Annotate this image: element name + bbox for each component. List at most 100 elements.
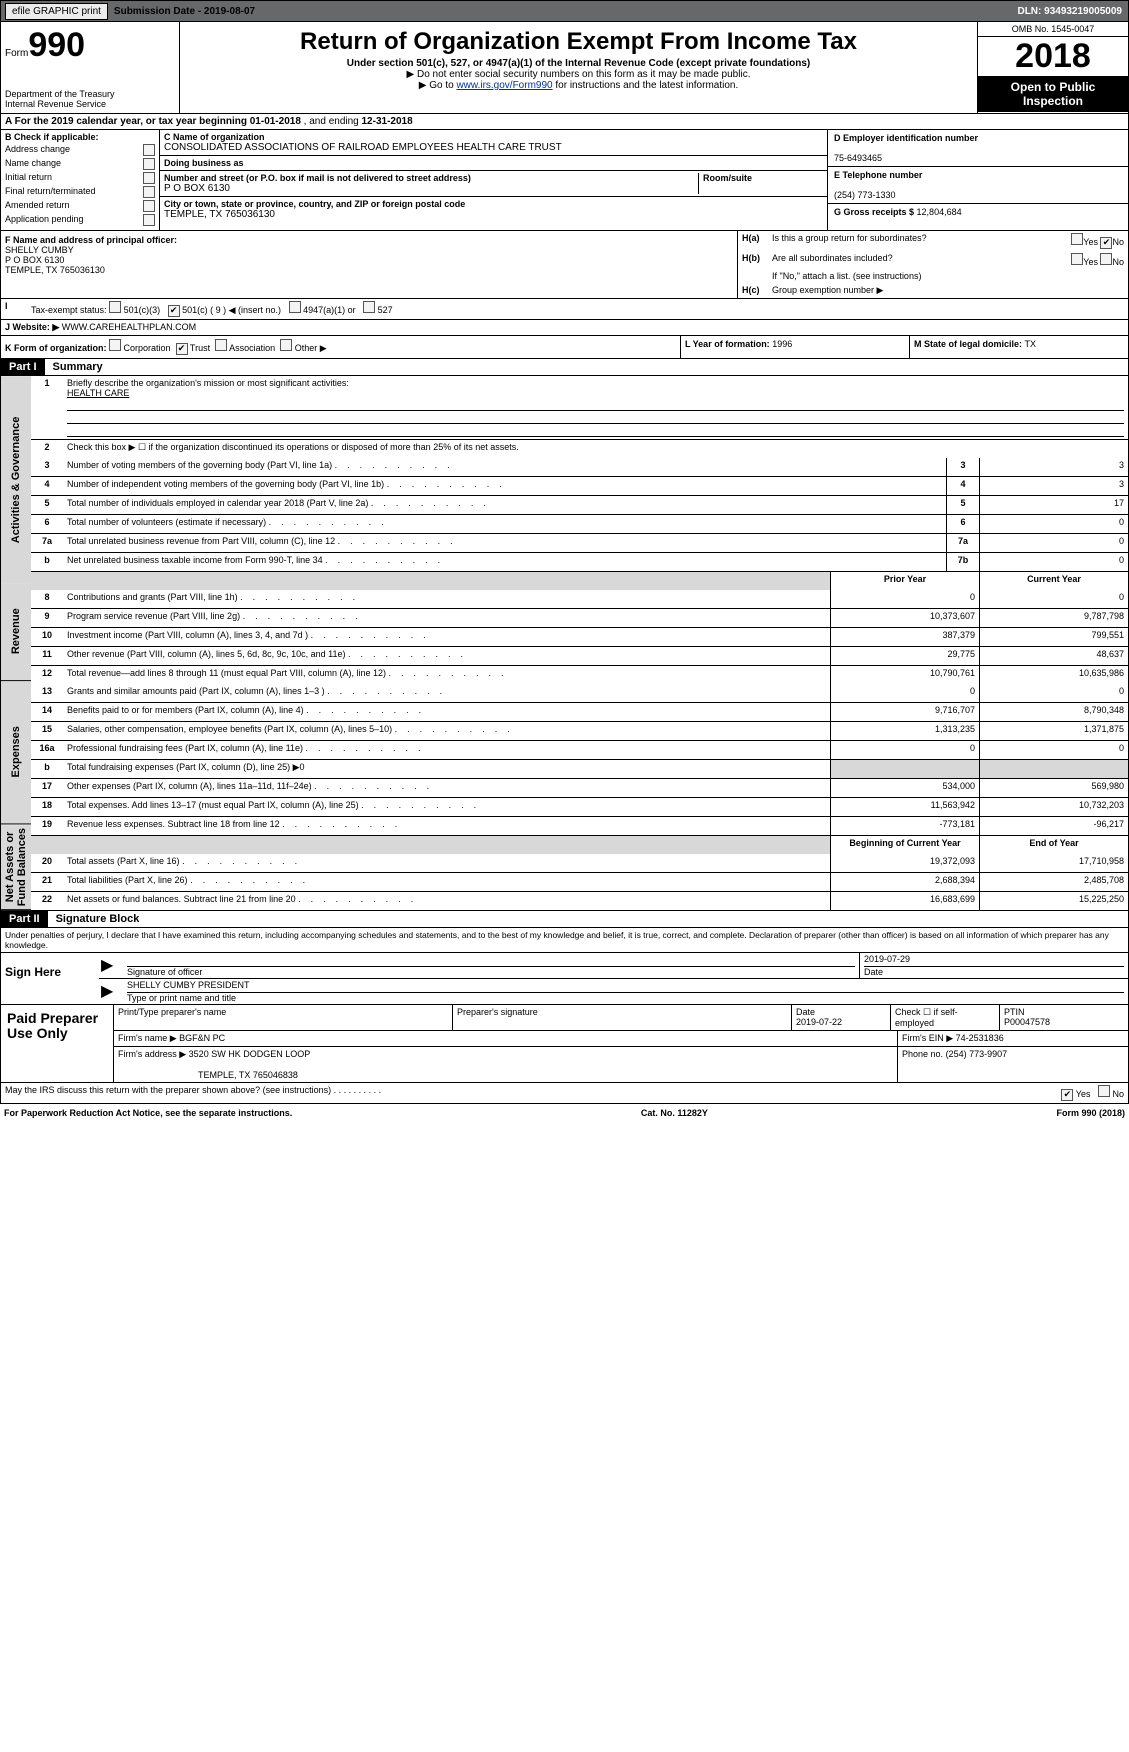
row-current: -96,217 — [979, 817, 1128, 835]
row-desc: Investment income (Part VIII, column (A)… — [63, 628, 830, 646]
l1-line3 — [67, 411, 1124, 424]
table-body: 1 Briefly describe the organization's mi… — [31, 376, 1128, 910]
col-d: D Employer identification number 75-6493… — [827, 130, 1128, 230]
l1-line2 — [67, 398, 1124, 411]
checkbox-ha-no[interactable] — [1100, 237, 1112, 249]
sig-officer-cell: Signature of officer — [123, 953, 859, 978]
b-initial-return: Initial return — [5, 172, 155, 184]
row-val: 3 — [979, 458, 1128, 476]
checkbox-corp[interactable] — [109, 339, 121, 351]
row-prior: 10,790,761 — [830, 666, 979, 684]
row-current: 10,732,203 — [979, 798, 1128, 816]
checkbox-pending[interactable] — [143, 214, 155, 226]
m-val: TX — [1025, 339, 1037, 349]
row-num: 10 — [31, 628, 63, 646]
irs-link[interactable]: www.irs.gov/Form990 — [456, 80, 552, 91]
row-desc: Program service revenue (Part VIII, line… — [63, 609, 830, 627]
sig-date-cell: 2019-07-29 Date — [859, 953, 1128, 978]
k-opt-1: Trust — [190, 343, 210, 353]
checkbox-discuss-no[interactable] — [1098, 1085, 1110, 1097]
perjury-statement: Under penalties of perjury, I declare th… — [1, 928, 1128, 952]
sig-officer-line[interactable] — [127, 954, 855, 967]
row-desc: Contributions and grants (Part VIII, lin… — [63, 590, 830, 608]
row-val: 0 — [979, 553, 1128, 571]
col-c: C Name of organization CONSOLIDATED ASSO… — [159, 130, 827, 230]
f-addr2: TEMPLE, TX 765036130 — [5, 265, 105, 275]
row-num: 4 — [31, 477, 63, 495]
checkbox-name-change[interactable] — [143, 158, 155, 170]
checkbox-assoc[interactable] — [215, 339, 227, 351]
checkbox-501c3[interactable] — [109, 301, 121, 313]
row-cellnum: 7b — [946, 553, 979, 571]
checkbox-ha-yes[interactable] — [1071, 233, 1083, 245]
c-name-lbl: C Name of organization — [164, 132, 823, 142]
row-prior — [830, 760, 979, 778]
header-sub2: ▶ Do not enter social security numbers o… — [184, 69, 973, 80]
row-current: 0 — [979, 741, 1128, 759]
firm-addr-val: 3520 SW HK DODGEN LOOP — [189, 1049, 311, 1059]
row-num: 20 — [31, 854, 63, 872]
row-current: 0 — [979, 684, 1128, 702]
firm-name-val: BGF&N PC — [179, 1033, 225, 1043]
row-desc: Other revenue (Part VIII, column (A), li… — [63, 647, 830, 665]
row-num: 14 — [31, 703, 63, 721]
row-desc: Total liabilities (Part X, line 26) — [63, 873, 830, 891]
row-current: 2,485,708 — [979, 873, 1128, 891]
prep-c5: PTIN P00047578 — [999, 1005, 1128, 1030]
checkbox-527[interactable] — [363, 301, 375, 313]
signature-block: Under penalties of perjury, I declare th… — [0, 928, 1129, 1005]
form-title: Return of Organization Exempt From Incom… — [184, 28, 973, 56]
checkbox-501c[interactable] — [168, 305, 180, 317]
checkbox-hb-yes[interactable] — [1071, 253, 1083, 265]
sig-date-lbl: Date — [864, 967, 1124, 977]
row-desc: Professional fundraising fees (Part IX, … — [63, 741, 830, 759]
checkbox-final-return[interactable] — [143, 186, 155, 198]
checkbox-4947[interactable] — [289, 301, 301, 313]
b-item-2: Initial return — [5, 172, 52, 184]
checkbox-amended[interactable] — [143, 200, 155, 212]
b-item-5: Application pending — [5, 214, 84, 226]
row-prior: 9,716,707 — [830, 703, 979, 721]
row-val: 0 — [979, 515, 1128, 533]
row-prior: 0 — [830, 590, 979, 608]
prep-firm-phone: Phone no. (254) 773-9907 — [897, 1047, 1128, 1082]
table-row: 5 Total number of individuals employed i… — [31, 495, 1128, 514]
checkbox-hb-no[interactable] — [1100, 253, 1112, 265]
discuss-yes: Yes — [1076, 1089, 1091, 1099]
j-lbl: J Website: ▶ — [5, 322, 59, 332]
row-desc: Total assets (Part X, line 16) — [63, 854, 830, 872]
checkbox-address-change[interactable] — [143, 144, 155, 156]
row-cellnum: 5 — [946, 496, 979, 514]
firm-ein-val: 74-2531836 — [956, 1033, 1004, 1043]
omb-number: OMB No. 1545-0047 — [978, 22, 1128, 37]
prep-c3: Date 2019-07-22 — [791, 1005, 890, 1030]
table-row: 16a Professional fundraising fees (Part … — [31, 740, 1128, 759]
header-begin-end: Beginning of Current Year End of Year — [31, 835, 1128, 854]
table-row: 9 Program service revenue (Part VIII, li… — [31, 608, 1128, 627]
col-b: B Check if applicable: Address change Na… — [1, 130, 159, 230]
row-num: 19 — [31, 817, 63, 835]
row-current: 799,551 — [979, 628, 1128, 646]
c-city-lbl: City or town, state or province, country… — [164, 199, 823, 209]
checkbox-other[interactable] — [280, 339, 292, 351]
form-ref: Form 990 (2018) — [1056, 1108, 1125, 1118]
efile-print-button[interactable]: efile GRAPHIC print — [5, 3, 108, 20]
row-desc: Total unrelated business revenue from Pa… — [63, 534, 946, 552]
sub3-post: for instructions and the latest informat… — [553, 80, 739, 91]
checkbox-initial-return[interactable] — [143, 172, 155, 184]
row-desc: Total fundraising expenses (Part IX, col… — [63, 760, 830, 778]
checkbox-discuss-yes[interactable] — [1061, 1089, 1073, 1101]
row-num: 15 — [31, 722, 63, 740]
row-current: 9,787,798 — [979, 609, 1128, 627]
row-current: 48,637 — [979, 647, 1128, 665]
firm-addr-lbl: Firm's address ▶ — [118, 1049, 186, 1059]
hb2-spacer — [742, 271, 772, 281]
officer-name: SHELLY CUMBY PRESIDENT — [127, 980, 1124, 993]
table-row: 20 Total assets (Part X, line 16) 19,372… — [31, 854, 1128, 872]
row-val: 17 — [979, 496, 1128, 514]
checkbox-trust[interactable] — [176, 343, 188, 355]
line-2-desc: Check this box ▶ ☐ if the organization d… — [63, 440, 1128, 458]
tab-expenses: Expenses — [1, 681, 31, 824]
k-col: K Form of organization: Corporation Trus… — [1, 336, 680, 358]
table-row: 12 Total revenue—add lines 8 through 11 … — [31, 665, 1128, 684]
